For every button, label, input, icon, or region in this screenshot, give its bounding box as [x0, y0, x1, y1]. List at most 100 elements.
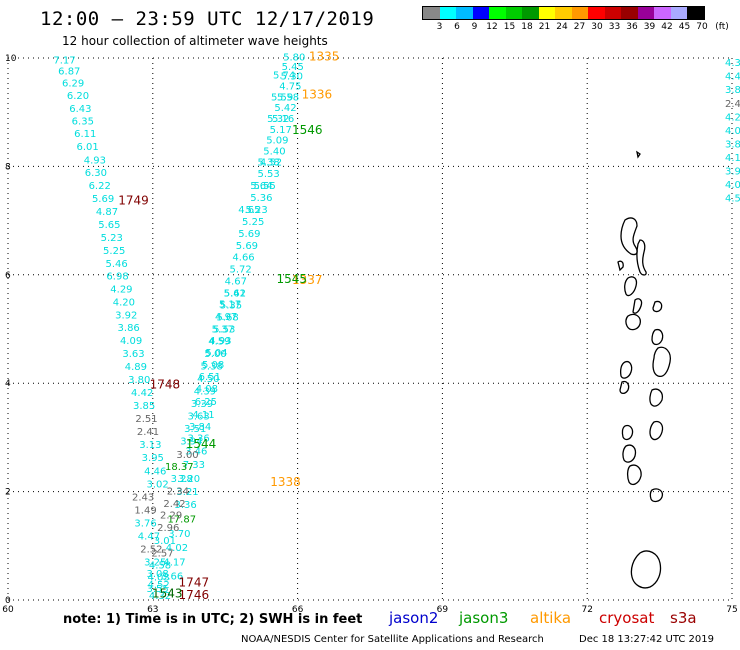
map-grid	[7, 57, 733, 601]
wave-height-value: 5.17	[219, 299, 241, 310]
legend-swatch	[621, 7, 638, 19]
wave-height-value: 4.09	[120, 336, 142, 347]
legend-label: 45	[678, 22, 691, 32]
legend-swatch	[423, 7, 440, 19]
island-outline	[626, 464, 642, 486]
wave-height-value: 5.38	[201, 362, 223, 373]
wave-height-value: 4.59	[208, 337, 230, 348]
island-outline	[625, 313, 641, 331]
track-time-label: 1544	[186, 437, 217, 451]
track-time-label: 1335	[309, 50, 340, 64]
wave-height-value: 18.37	[165, 462, 194, 473]
edge-wave-value: 3.9	[725, 167, 740, 178]
legend-swatch	[489, 7, 506, 19]
island-outline	[636, 150, 641, 159]
wave-height-value: 3.66	[161, 571, 183, 582]
wave-height-value: 5.46	[105, 259, 127, 270]
y-tick-label: 8	[5, 162, 11, 172]
legend-label: 21	[538, 22, 551, 32]
wave-height-value: 2.43	[132, 492, 154, 503]
legend-label: 36	[626, 22, 638, 32]
legend-label: 42	[661, 22, 673, 32]
wave-height-value: 2.29	[160, 511, 182, 522]
wave-height-value: 3.21	[176, 487, 198, 498]
track-time-label: 1747	[179, 575, 210, 589]
island-outline	[622, 444, 637, 463]
wave-height-value: 6.29	[62, 79, 84, 90]
wave-height-value: 5.09	[266, 136, 288, 147]
y-tick-label: 2	[5, 488, 11, 498]
wave-height-value: 3.01	[154, 536, 176, 547]
legend-swatch	[505, 7, 522, 19]
wave-height-value: 4.02	[166, 543, 188, 554]
wave-height-value: 3.36	[174, 500, 196, 511]
wave-height-value: 6.51	[199, 372, 221, 383]
legend-swatch	[472, 7, 489, 19]
y-tick-label: 4	[5, 379, 11, 389]
wave-height-value: 2.96	[157, 523, 179, 534]
wave-height-value: 4.42	[131, 388, 153, 399]
y-tick-label: 10	[5, 54, 17, 64]
wave-height-value: 5.25	[103, 246, 125, 257]
legend-color-boxes	[422, 6, 705, 20]
island-outline	[649, 420, 664, 441]
wave-height-value: 6.43	[69, 104, 91, 115]
wave-height-value: 3.55	[146, 584, 168, 595]
wave-height-value: 5.53	[258, 169, 280, 180]
credit-text: NOAA/NESDIS Center for Satellite Applica…	[241, 634, 544, 645]
legend-label: 33	[608, 22, 621, 32]
satellite-label-s3a: s3a	[670, 609, 697, 627]
edge-wave-value: 4.0	[725, 180, 740, 191]
wave-height-value: 3.36	[188, 434, 210, 445]
wave-height-value: 6.98	[106, 272, 128, 283]
island-outline	[649, 388, 664, 407]
wave-height-value: 5.37	[212, 324, 234, 335]
wave-height-value: 4.58	[149, 561, 171, 572]
edge-wave-value: 4.2	[725, 112, 740, 123]
edge-wave-value: 3.8	[725, 85, 740, 96]
legend-label: 9	[471, 22, 478, 32]
wave-height-value: 6.87	[58, 66, 80, 77]
wave-height-value: 4.17	[163, 557, 185, 568]
wave-height-value: 3.00	[176, 450, 198, 461]
wave-height-value: 3.85	[133, 401, 155, 412]
satellite-label-jason2: jason2	[389, 609, 439, 627]
wave-height-value: 4.52	[260, 157, 282, 168]
legend-label: 27	[573, 22, 586, 32]
y-tick-label: 0	[5, 596, 11, 606]
wave-height-value: 3.86	[118, 323, 140, 334]
wave-height-value: 4.50	[197, 374, 219, 385]
wave-height-value: 5.38	[258, 157, 280, 168]
legend-label: 6	[454, 22, 460, 32]
island-outline	[649, 488, 664, 503]
island-outline	[636, 239, 647, 276]
wave-height-value: 6.35	[72, 117, 94, 128]
wave-height-value: 5.40	[263, 146, 285, 157]
wave-height-value: 4.08	[196, 384, 218, 395]
island-outline	[621, 424, 634, 441]
track-time-label: 1337	[292, 273, 323, 287]
wave-height-value: 4.66	[232, 253, 254, 264]
wave-height-value: 5.59	[271, 92, 293, 103]
wave-height-value: 4.47	[138, 531, 160, 542]
island-outline	[630, 550, 662, 589]
wave-height-value: 5.72	[230, 265, 252, 276]
island-outline	[651, 328, 664, 346]
wave-height-value: 6.11	[74, 129, 96, 140]
wave-height-labels: 7.176.876.296.206.436.356.116.014.936.30…	[53, 53, 305, 602]
wave-height-value: 3.92	[115, 311, 137, 322]
track-time-label: 1546	[292, 123, 323, 137]
wave-height-value: 3.20	[178, 474, 200, 485]
wave-height-value: 5.08	[202, 360, 224, 371]
x-tick-label: 66	[292, 605, 304, 615]
island-outline	[652, 300, 663, 313]
page-subtitle: 12 hour collection of altimeter wave hei…	[62, 34, 328, 48]
legend-label: 3	[436, 22, 443, 32]
edge-wave-value: 3.8	[725, 139, 740, 150]
edge-wave-value: 4.3	[725, 58, 740, 69]
legend-labels: 3 6 9 12 15 18 21 24 27 30 33 36 39 42 45 70 (ft)	[422, 22, 729, 34]
x-tick-label: 75	[726, 605, 737, 615]
wave-height-value: 5.58	[277, 92, 299, 103]
